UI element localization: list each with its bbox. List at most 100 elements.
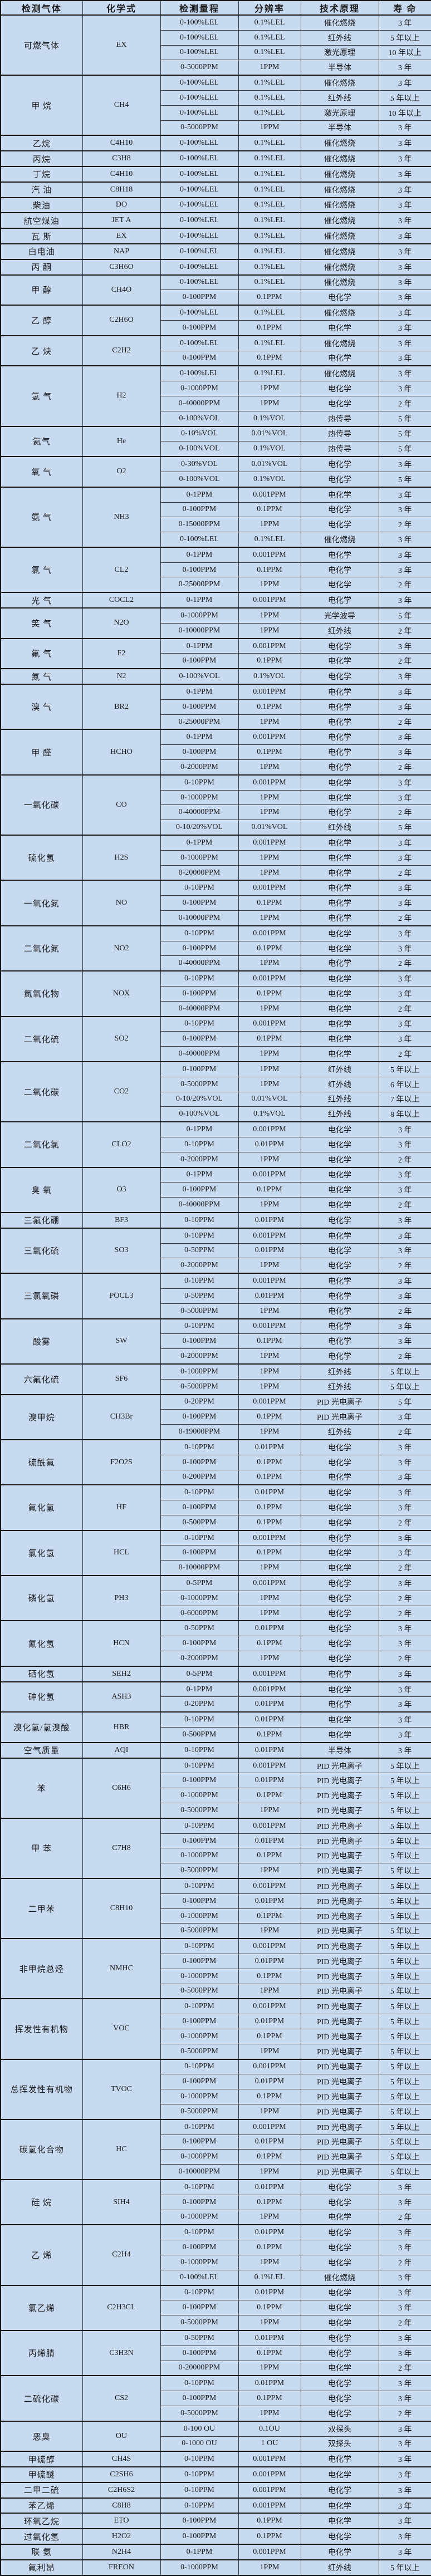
principle-cell: 电化学	[300, 925, 379, 941]
gas-name-cell: 甲硫醚	[0, 2466, 83, 2483]
range-cell: 0-20000PPM	[160, 2360, 239, 2376]
table-row: 0-100PPM 0.1PPM 电化学 3 年	[1, 1636, 431, 1652]
resolution-cell: 1PPM	[238, 2209, 301, 2225]
gas-name-cell: 汽 油	[0, 181, 83, 198]
gas-name-cell: 氯 气	[0, 546, 83, 593]
range-cell: 0-10PPM	[160, 2178, 239, 2195]
lifetime-cell: 5 年以上	[378, 2014, 431, 2029]
range-cell: 0-5000PPM	[160, 2315, 239, 2331]
formula-cell: CLO2	[82, 1121, 161, 1168]
formula-cell: C2H3CL	[82, 2284, 161, 2331]
formula-cell: HC	[82, 2118, 161, 2180]
table-row: 溴甲烷 CH3Br 0-20PPM 0.001PPM PID 光电离子 5 年	[0, 1394, 431, 1440]
range-cell: 0-100PPM	[160, 1454, 239, 1470]
resolution-cell: 1PPM	[238, 1348, 301, 1365]
range-cell: 0-10PPM	[160, 1529, 239, 1546]
resolution-cell: 0.001PPM	[238, 880, 301, 896]
resolution-cell: 0.001PPM	[238, 1015, 301, 1032]
table-row: 甲硫醚 C2SH6 0-10PPM 0.001PPM 电化学 3 年	[0, 2466, 431, 2483]
principle-cell: PID 光电离子	[300, 1923, 379, 1939]
table-row: 0-5000PPM 1PPM 电化学 2 年	[1, 2405, 431, 2422]
lifetime-cell: 3 年	[378, 1333, 431, 1350]
lifetime-cell: 3 年	[378, 1545, 431, 1561]
table-row: 0-100PPM 0.1PPM 电化学 3 年	[1, 290, 431, 306]
range-cell: 0-40000PPM	[160, 1046, 239, 1062]
range-cell: 0-100%VOL	[160, 471, 239, 488]
resolution-cell: 0.1PPM	[238, 2149, 301, 2165]
range-cell: 0-1000PPM	[160, 2254, 239, 2270]
resolution-cell: 0.1PPM	[238, 1500, 301, 1515]
table-row: 空气质量 AQI 0-10PPM 0.01PPM 半导体 3 年	[0, 1741, 431, 1759]
range-cell: 0-10PPM	[160, 1711, 239, 1728]
table-row: 0-5000PPM 1PPM 半导体 3 年	[1, 60, 431, 76]
lifetime-cell: 3 年	[378, 1529, 431, 1546]
table-row: 0-1000PPM 1PPM 电化学 2 年	[1, 2254, 431, 2270]
table-row: 0-10000PPM 1PPM PID 光电离子 5 年以上	[1, 2164, 431, 2180]
gas-name-cell: 氢 气	[0, 365, 83, 427]
header-lifetime: 寿 命	[378, 0, 431, 16]
lifetime-cell: 3 年	[378, 2528, 431, 2545]
formula-cell: H2	[82, 365, 161, 427]
lifetime-cell: 2 年	[378, 653, 431, 669]
table-row: 酸雾 SW 0-10PPM 0.001PPM 电化学 3 年	[0, 1318, 431, 1365]
range-cell: 0-1PPM	[160, 1121, 239, 1137]
table-row: 丙 酮 C3H6O 0-100%LEL 0.1%LEL 催化燃烧 3 年	[0, 258, 431, 276]
resolution-cell: 0.001PPM	[238, 1938, 301, 1955]
lifetime-cell: 3 年	[378, 502, 431, 518]
table-row: 0-500PPM 0.1PPM 电化学 3 年	[1, 1727, 431, 1743]
resolution-cell: 0.1PPM	[238, 2028, 301, 2044]
range-cell: 0-100PPM	[160, 986, 239, 1002]
table-row: 二氧化硫 SO2 0-10PPM 0.001PPM 电化学 3 年	[0, 1015, 431, 1062]
resolution-cell: 0.1PPM	[238, 1848, 301, 1864]
table-row: 0-25000PPM 1PPM 电化学 2 年	[1, 714, 431, 730]
gas-name-cell: 可燃气体	[0, 14, 83, 76]
lifetime-cell: 2 年	[378, 2315, 431, 2331]
resolution-cell: 0.001PPM	[238, 835, 301, 851]
formula-cell: BF3	[82, 1211, 161, 1229]
table-row: 碳氢化合物 HC 0-10PPM 0.001PPM PID 光电离子 5 年以上	[0, 2118, 431, 2180]
lifetime-cell: 5 年以上	[378, 1363, 431, 1380]
table-row: 磷化氢 PH3 0-5PPM 0.001PPM 电化学 3 年	[0, 1575, 431, 1621]
lifetime-cell: 3 年	[378, 684, 431, 700]
resolution-cell: 1PPM	[238, 1803, 301, 1819]
table-row: 0-2000PPM 1PPM 电化学 2 年	[1, 759, 431, 776]
resolution-cell: 0.01PPM	[238, 1773, 301, 1789]
table-row: 0-2000PPM 1PPM 电化学 2 年	[1, 1348, 431, 1365]
principle-cell: 电化学	[300, 592, 379, 609]
lifetime-cell: 3 年	[378, 1227, 431, 1244]
principle-cell: 电化学	[300, 1605, 379, 1621]
gas-name-cell: 过氧化氢	[0, 2528, 83, 2545]
lifetime-cell: 5 年以上	[378, 2058, 431, 2075]
principle-cell: 催化燃烧	[300, 14, 379, 31]
resolution-cell: 1PPM	[238, 1590, 301, 1606]
resolution-cell: 0.01PPM	[238, 1711, 301, 1728]
range-cell: 0-100%LEL	[160, 212, 239, 229]
range-cell: 0-100%LEL	[160, 90, 239, 106]
principle-cell: PID 光电离子	[300, 1893, 379, 1909]
range-cell: 0-1000PPM	[160, 1848, 239, 1864]
lifetime-cell: 5 年以上	[378, 1998, 431, 2015]
principle-cell: 电化学	[300, 502, 379, 518]
table-row: 0-5000PPM 1PPM PID 光电离子 5 年以上	[1, 2043, 431, 2060]
formula-cell: OU	[82, 2420, 161, 2452]
gas-name-cell: 氨 气	[0, 486, 83, 548]
gas-name-cell: 甲 苯	[0, 1817, 83, 1879]
resolution-cell: 0.1PPM	[238, 1454, 301, 1470]
table-row: 乙 炔 C2H2 0-100%LEL 0.1%LEL 催化燃烧 3 年	[0, 335, 431, 366]
resolution-cell: 1PPM	[238, 1151, 301, 1168]
resolution-cell: 0.01PPM	[238, 1954, 301, 1969]
table-row: 0-100PPM 0.1PPM 电化学 3 年	[1, 1500, 431, 1515]
resolution-cell: 1PPM	[238, 1363, 301, 1380]
principle-cell: 双探头	[300, 2436, 379, 2452]
table-row: 0-100PPM 0.1PPM 电化学 3 年	[1, 1454, 431, 1470]
table-row: 0-100PPM 0.01PPM PID 光电离子 5 年以上	[1, 2014, 431, 2029]
lifetime-cell: 5 年以上	[378, 1878, 431, 1894]
principle-cell: 电化学	[300, 1529, 379, 1546]
lifetime-cell: 2 年	[378, 759, 431, 776]
table-row: 0-5000PPM 1PPM 电化学 2 年	[1, 2315, 431, 2331]
resolution-cell: 0.1OU	[238, 2420, 301, 2437]
resolution-cell: 1PPM	[238, 2315, 301, 2331]
formula-cell: CH4S	[82, 2451, 161, 2467]
principle-cell: 电化学	[300, 729, 379, 745]
lifetime-cell: 5 年以上	[378, 1954, 431, 1969]
